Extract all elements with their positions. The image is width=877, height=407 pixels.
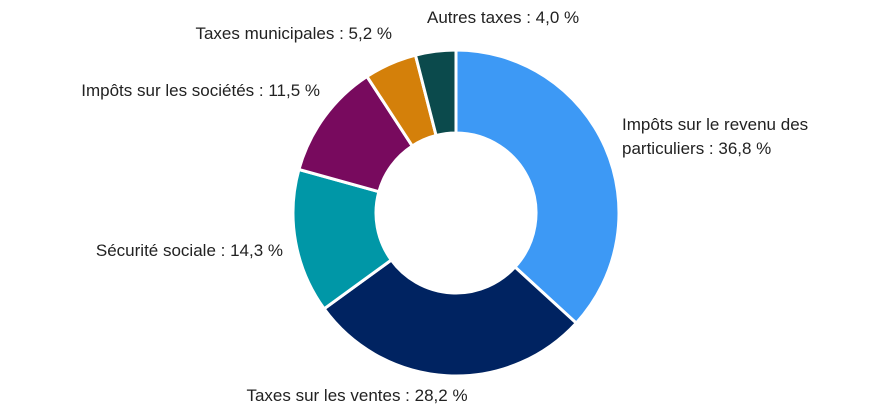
slice: [413, 48, 458, 138]
slice-label: Taxes sur les ventes : 28,2 %: [246, 386, 468, 405]
slice-label: Sécurité sociale : 14,3 %: [95, 241, 283, 260]
slice-label: Impôts sur les sociétés : 11,5 %: [81, 81, 320, 100]
slice-label: Impôts sur le revenu des particuliers : …: [622, 115, 809, 158]
slice-label: Taxes municipales : 5,2 %: [195, 24, 392, 43]
slice: [322, 257, 579, 378]
slice-label: Autres taxes : 4,0 %: [427, 8, 580, 27]
slice: [454, 48, 621, 326]
